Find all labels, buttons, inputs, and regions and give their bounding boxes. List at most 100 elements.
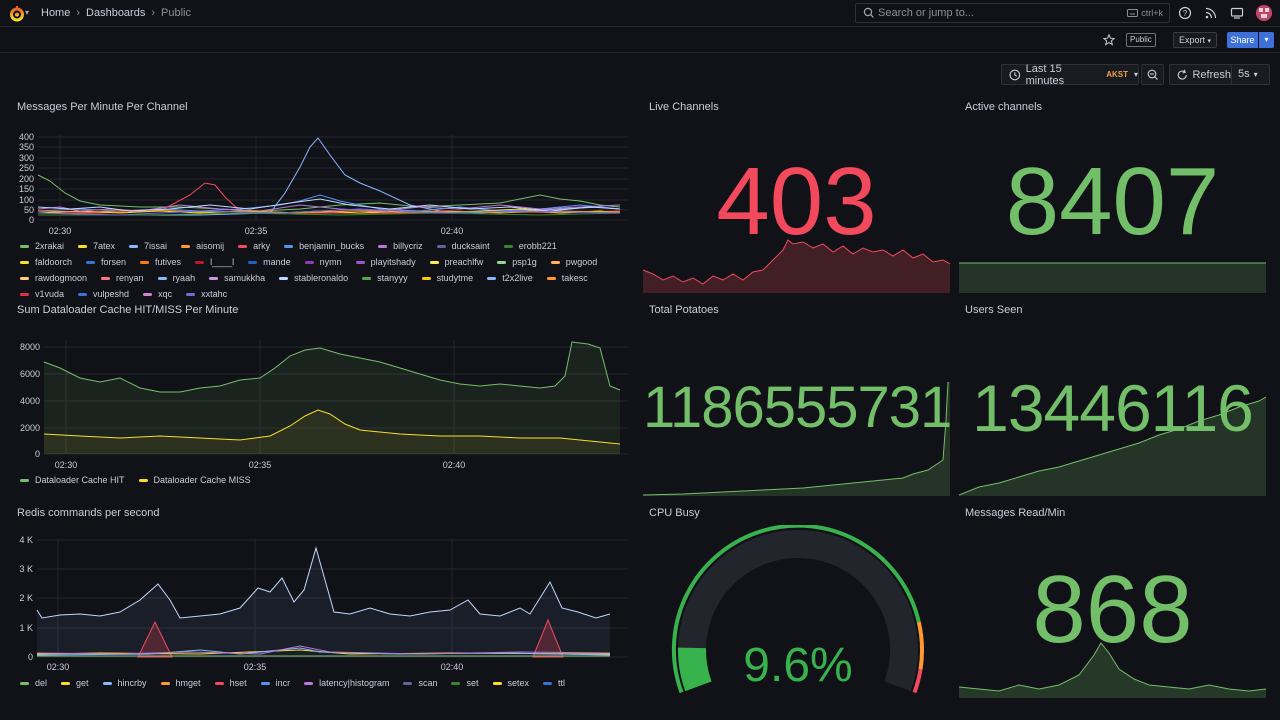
y-tick-label: 100 [19, 195, 34, 205]
legend-item[interactable]: mande [248, 254, 291, 270]
news-feed-icon[interactable] [1204, 6, 1218, 20]
y-tick-label: 150 [19, 184, 34, 194]
messages-timeseries-chart[interactable]: 400 350 300 250 200 150 100 50 0 02:30 0… [0, 125, 635, 240]
legend-item[interactable]: xqc [143, 286, 172, 302]
legend-item[interactable]: forsen [86, 254, 126, 270]
refresh-icon [1177, 69, 1187, 80]
legend-item[interactable]: get [61, 675, 89, 691]
legend-label: rawdogmoon [35, 273, 88, 283]
gauge-threshold-green [671, 525, 921, 694]
legend-swatch [304, 260, 314, 264]
legend-item[interactable]: l____l [195, 254, 234, 270]
legend-item[interactable]: stanyyy [362, 270, 408, 286]
legend-item[interactable]: aisomij [181, 238, 224, 254]
breadcrumb-dashboards[interactable]: Dashboards [86, 7, 146, 19]
legend-item[interactable]: takesc [546, 270, 588, 286]
legend-item[interactable]: stableronaldo [279, 270, 348, 286]
help-icon[interactable]: ? [1178, 6, 1192, 20]
kiosk-mode-icon[interactable] [1230, 6, 1244, 20]
star-icon[interactable] [1103, 34, 1115, 46]
dataloader-timeseries-chart[interactable]: 8000 6000 4000 2000 0 02:30 02:35 02:40 [0, 330, 635, 475]
x-tick-label: 02:30 [49, 226, 72, 236]
legend-item[interactable]: psp1g [497, 254, 537, 270]
legend-item[interactable]: set [451, 675, 479, 691]
refresh-interval-picker[interactable]: 5s ▾ [1232, 64, 1270, 85]
legend-item[interactable]: benjamin_bucks [284, 238, 364, 254]
redis-timeseries-chart[interactable]: 4 K 3 K 2 K 1 K 0 02:30 02:35 02:40 [0, 530, 635, 675]
legend-item[interactable]: renyan [101, 270, 144, 286]
x-tick-label: 02:35 [244, 662, 267, 672]
dataloader-x-axis: 02:30 02:35 02:40 [55, 460, 466, 470]
legend-item[interactable]: hmget [160, 675, 201, 691]
export-button[interactable]: Export ▾ [1173, 32, 1218, 48]
panel-title-cpu-busy[interactable]: CPU Busy [649, 507, 700, 519]
legend-item[interactable]: pwgood [550, 254, 597, 270]
legend-item[interactable]: hset [214, 675, 247, 691]
search-input[interactable]: Search or jump to... ctrl+k [855, 3, 1170, 23]
chevron-down-icon: ▾ [1253, 70, 1258, 79]
legend-item[interactable]: arky [238, 238, 270, 254]
legend-item[interactable]: futives [140, 254, 181, 270]
legend-item[interactable]: ttl [543, 675, 565, 691]
breadcrumb-separator-icon: › [151, 7, 156, 19]
legend-item[interactable]: latency|histogram [304, 675, 389, 691]
legend-item[interactable]: del [20, 675, 47, 691]
dashboard-controls-bar [0, 27, 1280, 53]
menu-chevron-down-icon[interactable]: ▾ [25, 8, 30, 17]
share-button[interactable]: Share [1227, 32, 1258, 48]
cache-hit-area [44, 342, 620, 454]
legend-item[interactable]: samukkha [209, 270, 265, 286]
legend-item[interactable]: faldoorch [20, 254, 72, 270]
breadcrumb-home[interactable]: Home [41, 7, 71, 19]
legend-label: setex [507, 678, 530, 688]
panel-title-users-seen[interactable]: Users Seen [965, 304, 1023, 316]
legend-item[interactable]: scan [403, 675, 437, 691]
legend-item[interactable]: preachlfw [429, 254, 483, 270]
public-tag[interactable]: Public [1126, 33, 1156, 47]
legend-item[interactable]: Dataloader Cache MISS [138, 472, 251, 488]
search-placeholder: Search or jump to... [878, 7, 974, 19]
legend-item[interactable]: xxtahc [186, 286, 227, 302]
panel-title-dataloader[interactable]: Sum Dataloader Cache HIT/MISS Per Minute [17, 304, 239, 316]
legend-item[interactable]: studytme [421, 270, 473, 286]
legend-label: benjamin_bucks [299, 241, 365, 251]
legend-item[interactable]: erobb221 [503, 238, 557, 254]
zoom-out-button[interactable] [1141, 64, 1164, 85]
redis-total-area [37, 548, 610, 657]
legend-item[interactable]: rawdogmoon [20, 270, 87, 286]
legend-item[interactable]: nymn [304, 254, 342, 270]
share-dropdown-button[interactable]: ▾ [1259, 32, 1274, 48]
legend-item[interactable]: hincrby [102, 675, 147, 691]
legend-item[interactable]: t2x2live [487, 270, 533, 286]
user-avatar[interactable] [1256, 5, 1272, 21]
legend-item[interactable]: v1vuda [20, 286, 64, 302]
legend-item[interactable]: Dataloader Cache HIT [20, 472, 125, 488]
legend-item[interactable]: setex [492, 675, 530, 691]
legend-item[interactable]: 7issai [129, 238, 167, 254]
x-tick-label: 02:30 [47, 662, 70, 672]
refresh-button[interactable]: Refresh [1169, 64, 1232, 85]
legend-swatch [362, 276, 372, 280]
legend-swatch [279, 276, 289, 280]
panel-title-live-channels[interactable]: Live Channels [649, 101, 719, 113]
svg-text:?: ? [1183, 9, 1188, 18]
panel-title-messages-read[interactable]: Messages Read/Min [965, 507, 1066, 519]
grafana-logo-icon[interactable] [8, 5, 26, 23]
series-line-billycriz [37, 204, 621, 212]
legend-item[interactable]: 2xrakai [20, 238, 64, 254]
legend-item[interactable]: 7atex [78, 238, 115, 254]
legend-item[interactable]: playitshady [355, 254, 416, 270]
y-tick-label: 2000 [20, 423, 40, 433]
panel-title-active-channels[interactable]: Active channels [965, 101, 1043, 113]
legend-item[interactable]: vulpeshd [78, 286, 129, 302]
legend-item[interactable]: billycriz [378, 238, 423, 254]
panel-title-messages[interactable]: Messages Per Minute Per Channel [17, 101, 188, 113]
time-range-picker[interactable]: Last 15 minutes AKST ▾ [1001, 63, 1139, 87]
legend-item[interactable]: ducksaint [436, 238, 490, 254]
legend-item[interactable]: ryaah [157, 270, 195, 286]
legend-swatch [20, 681, 29, 685]
legend-item[interactable]: incr [260, 675, 290, 691]
legend-label: del [35, 678, 48, 688]
panel-title-redis[interactable]: Redis commands per second [17, 507, 160, 519]
panel-title-total-potatoes[interactable]: Total Potatoes [649, 304, 719, 316]
